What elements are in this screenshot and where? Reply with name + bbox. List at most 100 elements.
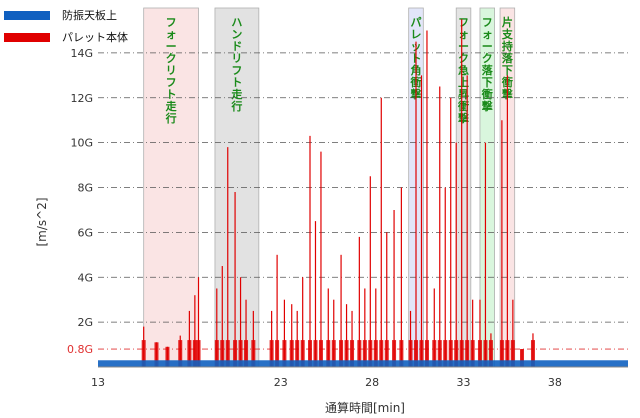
pallet-burst <box>414 340 418 367</box>
x-axis-title: 通算時間[min] <box>325 400 405 415</box>
pallet-burst <box>214 340 219 367</box>
x-tick-label: 33 <box>457 376 471 389</box>
pallet-burst <box>192 340 197 367</box>
event-label-char: 急 <box>458 63 469 77</box>
pallet-burst <box>362 340 367 367</box>
x-tick-label: 38 <box>548 376 562 389</box>
pallet-burst <box>225 340 230 367</box>
pallet-burst <box>344 340 349 367</box>
isolator-trace <box>98 360 628 367</box>
pallet-burst <box>443 340 448 367</box>
event-label-char: ォ <box>458 28 469 41</box>
legend: 防振天板上 パレット本体 <box>4 4 128 48</box>
pallet-burst <box>499 340 504 367</box>
event-label-char: 撃 <box>458 111 469 125</box>
event-label-char: 衝 <box>457 99 469 113</box>
event-label-char: レ <box>411 28 422 41</box>
pallet-burst <box>505 340 510 367</box>
pallet-burst <box>470 340 475 367</box>
event-label-char: ト <box>231 76 242 89</box>
pallet-burst <box>308 340 312 367</box>
event-label-char: フ <box>231 64 242 77</box>
pallet-burst <box>318 340 323 367</box>
pallet-burst <box>251 340 256 367</box>
pallet-burst <box>220 340 225 367</box>
event-label-char: ォ <box>166 28 177 41</box>
event-label-char: フ <box>166 76 177 89</box>
event-label-char: パ <box>411 16 422 29</box>
event-label-char: ォ <box>482 28 493 41</box>
event-label-char: 衝 <box>481 87 493 101</box>
pallet-burst <box>459 340 464 367</box>
x-tick-label: 28 <box>365 376 379 389</box>
event-label-char: 片 <box>502 15 513 29</box>
pallet-burst <box>483 340 488 367</box>
pallet-burst <box>275 340 280 367</box>
event-label-char: フ <box>166 16 177 29</box>
pallet-burst <box>477 340 482 367</box>
pallet-burst <box>520 349 524 367</box>
legend-swatch-pallet <box>4 32 50 42</box>
legend-label-isolator: 防振天板上 <box>62 9 117 22</box>
event-label-char: ー <box>458 40 469 53</box>
event-label-char: 昇 <box>458 88 469 101</box>
pallet-burst <box>339 340 344 367</box>
pallet-burst <box>368 340 373 367</box>
event-label-char: 撃 <box>482 99 493 113</box>
y-tick-label: 6G <box>77 226 93 239</box>
pallet-burst <box>238 340 243 367</box>
event-label-char: ー <box>166 40 177 53</box>
y-axis-title: [m/s^2] <box>35 197 49 246</box>
event-label-char: 落 <box>482 63 494 77</box>
pallet-burst <box>419 340 424 367</box>
event-label-char: ハ <box>231 16 242 29</box>
event-label-char: 走 <box>230 87 242 101</box>
y-tick-label: 10G <box>70 137 93 150</box>
y-tick-label: 2G <box>77 316 93 329</box>
pallet-burst <box>465 340 470 367</box>
y-tick-label: 4G <box>77 271 93 284</box>
pallet-burst <box>326 340 331 367</box>
pallet-burst <box>392 340 397 367</box>
pallet-burst <box>437 340 442 367</box>
event-label-char: ク <box>166 52 177 65</box>
pallet-burst <box>350 340 355 367</box>
y-tick-label: 14G <box>70 47 93 60</box>
event-label-char: 下 <box>482 76 493 89</box>
pallet-burst <box>379 340 384 367</box>
pallet-burst <box>269 340 274 367</box>
event-label-char: 下 <box>502 64 513 77</box>
pallet-burst <box>196 340 201 367</box>
pallet-burst <box>295 340 300 367</box>
x-tick-label: 23 <box>274 376 288 389</box>
pallet-burst <box>432 340 437 367</box>
event-label-char: 落 <box>502 51 514 65</box>
pallet-burst <box>424 340 429 367</box>
x-tick-label: 13 <box>91 376 105 389</box>
pallet-burst <box>141 340 146 367</box>
pallet-burst <box>384 340 389 367</box>
event-label-char: 持 <box>502 39 513 53</box>
event-label-char: 行 <box>230 99 242 113</box>
legend-item-isolator: 防振天板上 <box>4 4 128 26</box>
event-label-char: ク <box>482 52 493 65</box>
pallet-burst <box>178 340 183 367</box>
pallet-burst <box>154 342 159 367</box>
legend-swatch-isolator <box>4 10 50 20</box>
y-tick-label: 8G <box>77 182 93 195</box>
event-label-char: ン <box>231 28 242 41</box>
pallet-burst <box>510 340 515 367</box>
pallet-burst <box>187 340 192 367</box>
event-label-char: フ <box>458 16 469 29</box>
event-label-char: ー <box>482 40 493 53</box>
event-label-char: 走 <box>165 99 177 113</box>
pallet-burst <box>448 340 453 367</box>
event-label-char: リ <box>231 52 242 65</box>
pallet-burst <box>165 346 170 367</box>
legend-label-pallet: パレット本体 <box>62 31 128 44</box>
pallet-burst <box>454 340 459 367</box>
event-label-char: 上 <box>458 75 469 89</box>
event-label-char: リ <box>166 64 177 77</box>
